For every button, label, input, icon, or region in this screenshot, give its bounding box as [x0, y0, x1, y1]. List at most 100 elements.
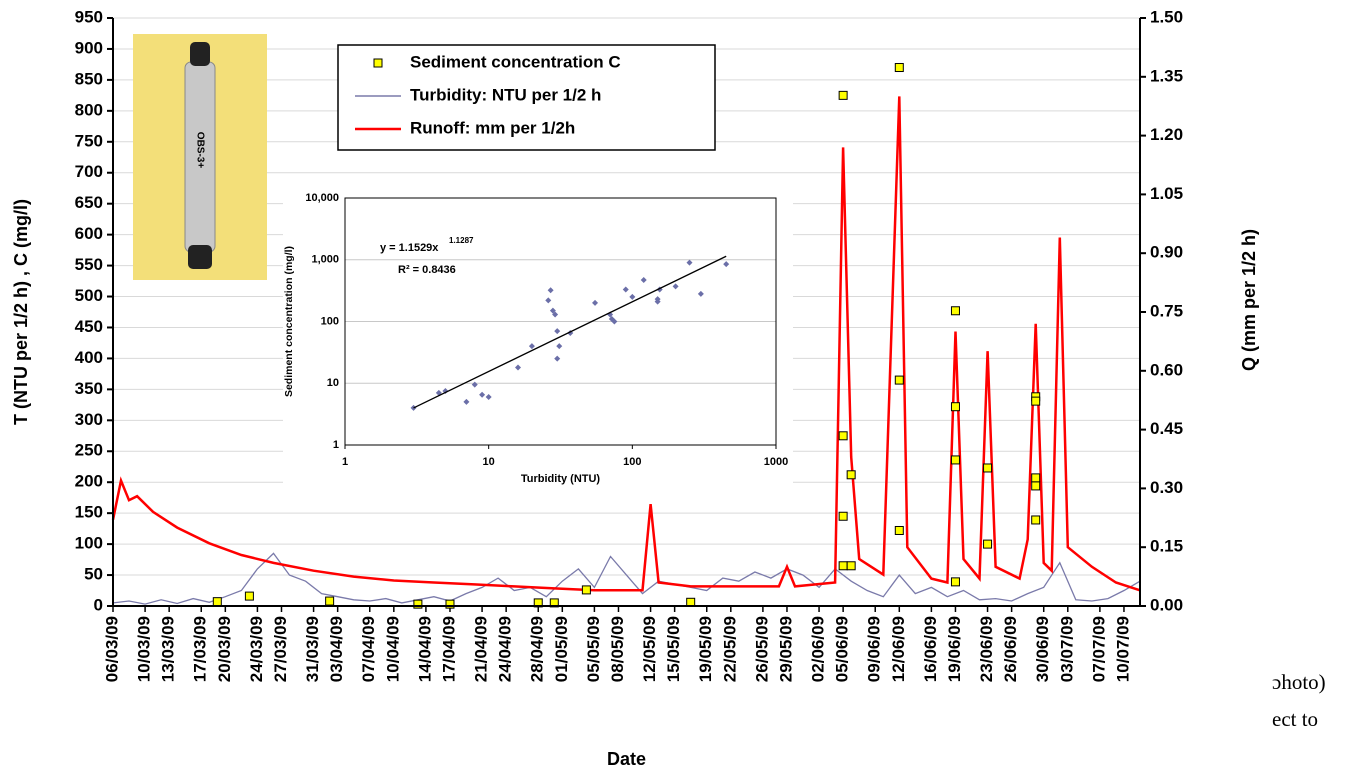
y2-axis-title: Q (mm per 1/2 h): [1239, 229, 1259, 371]
x-tick-label: 19/06/09: [945, 616, 964, 682]
legend-label: Runoff: mm per 1/2h: [410, 118, 575, 137]
y-tick-label: 50: [84, 565, 103, 584]
inset-x-tick-label: 1: [342, 456, 348, 468]
inset-point: [556, 343, 563, 350]
x-tick-label: 07/04/09: [359, 616, 378, 682]
inset-point: [547, 287, 554, 294]
x-axis-title: Date: [607, 749, 646, 769]
sediment-point: [581, 585, 591, 595]
y2-tick-label: 1.20: [1150, 125, 1183, 144]
y2-tick-label: 1.05: [1150, 184, 1183, 203]
sediment-point: [838, 511, 848, 521]
inset-point: [552, 311, 559, 318]
legend-marker: [373, 58, 383, 68]
x-tick-label: 14/04/09: [415, 616, 434, 682]
sensor-end: [188, 245, 212, 269]
x-tick-label: 26/06/09: [1001, 616, 1020, 682]
sediment-point: [894, 525, 904, 535]
sediment-point: [983, 539, 993, 549]
y2-tick-label: 0.15: [1150, 537, 1183, 556]
inset-x-axis-title: Turbidity (NTU): [521, 473, 601, 485]
inset-y-tick-label: 100: [321, 315, 339, 327]
sensor-photo: OBS-3+: [133, 34, 267, 280]
sediment-point: [1031, 481, 1041, 491]
sediment-point: [894, 375, 904, 385]
x-tick-label: 22/05/09: [720, 616, 739, 682]
y2-tick-label: 0.30: [1150, 478, 1183, 497]
y2-tick-label: 0.60: [1150, 360, 1183, 379]
series-line: [112, 552, 1141, 605]
x-tick-label: 31/03/09: [303, 616, 322, 682]
y2-tick-label: 1.50: [1150, 7, 1183, 26]
inset-point: [528, 343, 535, 350]
x-tick-label: 24/03/09: [247, 616, 266, 682]
inset-point: [592, 299, 599, 306]
x-tick-label: 30/06/09: [1033, 616, 1052, 682]
inset-plot-border: [344, 197, 777, 446]
inset-y-tick-label: 1,000: [311, 254, 339, 266]
page-text: ɔhoto): [1272, 670, 1326, 694]
x-tick-label: 06/03/09: [102, 616, 121, 682]
trendline-equation: y = 1.1529x: [380, 242, 439, 254]
y-tick-label: 800: [75, 100, 103, 119]
x-tick-label: 15/05/09: [664, 616, 683, 682]
sediment-point: [838, 90, 848, 100]
inset-chart: 1 10 100 1,000 10,000 1 10 100 1000 y = 1.1529x 1.…: [283, 183, 793, 491]
inset-y-tick-label: 1: [333, 439, 339, 451]
inset-point: [629, 293, 636, 300]
y-tick-label: 750: [75, 131, 103, 150]
y-tick-label: 400: [75, 348, 103, 367]
inset-point: [442, 387, 449, 394]
x-tick-label: 10/07/09: [1113, 616, 1132, 682]
y-tick-label: 450: [75, 317, 103, 336]
sediment-point: [413, 599, 423, 609]
inset-y-tick-label: 10,000: [305, 192, 339, 204]
x-tick-label: 13/03/09: [159, 616, 178, 682]
trendline: [413, 255, 727, 409]
x-tick-label: 08/05/09: [608, 616, 627, 682]
inset-point: [554, 355, 561, 362]
trendline-exponent: 1.1287: [449, 236, 474, 245]
sediment-point: [950, 577, 960, 587]
inset-point: [549, 307, 556, 314]
x-tick-label: 23/06/09: [977, 616, 996, 682]
sediment-point: [1031, 396, 1041, 406]
series-line: [111, 96, 1141, 592]
inset-point: [672, 283, 679, 290]
sediment-point: [846, 470, 856, 480]
y2-tick-label: 1.35: [1150, 66, 1183, 85]
inset-background: [283, 183, 793, 491]
y-tick-label: 300: [75, 410, 103, 429]
sediment-point: [1031, 473, 1041, 483]
inset-y-tick-label: 10: [327, 377, 339, 389]
inset-point: [686, 259, 693, 266]
y-tick-label: 900: [75, 38, 103, 57]
x-tick-label: 01/05/09: [552, 616, 571, 682]
inset-point: [479, 391, 486, 398]
y2-tick-label: 0.00: [1150, 595, 1183, 614]
sediment-point: [950, 306, 960, 316]
sediment-point: [1031, 515, 1041, 525]
y-tick-label: 600: [75, 224, 103, 243]
y2-tick-label: 0.75: [1150, 301, 1183, 320]
inset-x-tick-label: 10: [483, 456, 495, 468]
y-tick-label: 700: [75, 162, 103, 181]
inset-x-tick-label: 100: [623, 456, 641, 468]
inset-point: [463, 398, 470, 405]
inset-point: [723, 261, 730, 268]
sediment-point: [894, 63, 904, 73]
inset-point: [471, 381, 478, 388]
y-tick-label: 550: [75, 255, 103, 274]
x-tick-label: 20/03/09: [215, 616, 234, 682]
x-tick-label: 12/05/09: [640, 616, 659, 682]
x-tick-label: 19/05/09: [696, 616, 715, 682]
y-tick-label: 100: [75, 534, 103, 553]
x-tick-label: 10/04/09: [383, 616, 402, 682]
inset-point: [514, 364, 521, 371]
y-tick-label: 850: [75, 69, 103, 88]
y-tick-label: 350: [75, 379, 103, 398]
x-tick-label: 26/05/09: [752, 616, 771, 682]
x-tick-label: 05/06/09: [833, 616, 852, 682]
